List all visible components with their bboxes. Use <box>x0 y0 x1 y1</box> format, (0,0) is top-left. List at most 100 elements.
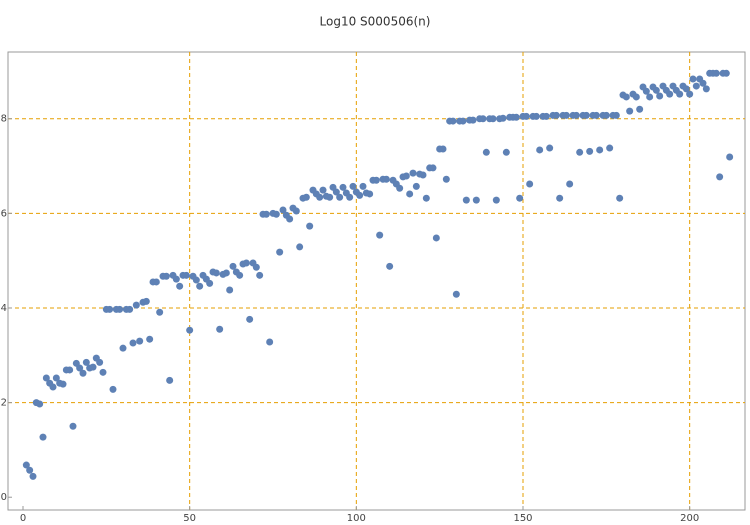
data-point <box>356 191 364 199</box>
data-point <box>546 144 554 152</box>
data-point <box>256 271 264 279</box>
data-point <box>359 182 367 190</box>
data-point <box>492 196 500 204</box>
data-point <box>422 194 430 202</box>
data-point <box>499 114 507 122</box>
data-point <box>646 93 654 101</box>
data-point <box>319 186 327 194</box>
data-point <box>166 376 174 384</box>
data-point <box>386 262 394 270</box>
data-point <box>372 176 380 184</box>
data-point <box>172 275 180 283</box>
data-point <box>236 271 244 279</box>
data-point <box>339 183 347 191</box>
data-point <box>452 290 460 298</box>
data-point <box>129 339 137 347</box>
data-point <box>176 282 184 290</box>
data-point <box>152 278 160 286</box>
data-point <box>49 383 57 391</box>
data-point <box>26 466 34 474</box>
data-point <box>586 147 594 155</box>
data-point <box>482 148 490 156</box>
data-point <box>196 282 204 290</box>
data-point <box>109 385 117 393</box>
data-point <box>469 116 477 124</box>
data-point <box>216 325 224 333</box>
data-point <box>276 248 284 256</box>
data-point <box>459 117 467 125</box>
data-point <box>36 400 44 408</box>
data-point <box>22 461 30 469</box>
data-point <box>136 337 144 345</box>
data-point <box>182 271 190 279</box>
data-point <box>726 153 734 161</box>
data-point <box>246 315 254 323</box>
data-point <box>412 182 420 190</box>
data-point <box>449 117 457 125</box>
data-point <box>479 115 487 123</box>
data-point <box>42 374 50 382</box>
data-point <box>106 305 114 313</box>
data-point <box>516 194 524 202</box>
data-point <box>622 93 630 101</box>
x-tick-label: 150 <box>513 513 532 524</box>
data-point <box>126 305 134 313</box>
data-point <box>656 92 664 100</box>
data-point <box>489 115 497 123</box>
data-point <box>29 472 37 480</box>
data-point <box>406 190 414 198</box>
data-point <box>332 188 340 196</box>
chart-title: Log10 S000506(n) <box>320 15 431 29</box>
data-point <box>502 148 510 156</box>
data-point <box>626 107 634 115</box>
data-point <box>326 193 334 201</box>
data-point <box>346 193 354 201</box>
data-point <box>702 85 710 93</box>
data-point <box>472 196 480 204</box>
data-point <box>142 297 150 305</box>
data-point <box>222 269 230 277</box>
data-point <box>666 90 674 98</box>
data-point <box>692 82 700 90</box>
data-point <box>439 145 447 153</box>
data-point <box>582 111 590 119</box>
plot-frame <box>7 51 746 511</box>
data-point <box>429 164 437 172</box>
data-point <box>76 364 84 372</box>
data-point <box>79 369 87 377</box>
data-point <box>716 173 724 181</box>
data-point <box>376 231 384 239</box>
y-tick-label: 0 <box>1 492 7 503</box>
data-point <box>602 111 610 119</box>
data-point <box>186 326 194 334</box>
data-point <box>676 90 684 98</box>
data-point <box>542 112 550 120</box>
data-point <box>572 111 580 119</box>
data-point <box>242 259 250 267</box>
data-point <box>206 279 214 287</box>
data-point <box>652 86 660 94</box>
data-point <box>442 175 450 183</box>
data-point <box>132 301 140 309</box>
data-point <box>682 85 690 93</box>
data-point <box>59 380 67 388</box>
data-point <box>462 196 470 204</box>
data-point <box>89 363 97 371</box>
data-point <box>52 374 60 382</box>
data-point <box>409 169 417 177</box>
data-point <box>162 272 170 280</box>
x-tick-label: 100 <box>347 513 366 524</box>
data-point <box>366 190 374 198</box>
data-point <box>522 112 530 120</box>
data-point <box>686 90 694 98</box>
data-point <box>306 222 314 230</box>
data-point <box>279 206 287 214</box>
data-point <box>292 207 300 215</box>
data-point <box>576 148 584 156</box>
data-point <box>699 79 707 87</box>
data-point <box>596 146 604 154</box>
data-point <box>636 105 644 113</box>
data-point <box>336 193 344 201</box>
data-point <box>262 210 270 218</box>
